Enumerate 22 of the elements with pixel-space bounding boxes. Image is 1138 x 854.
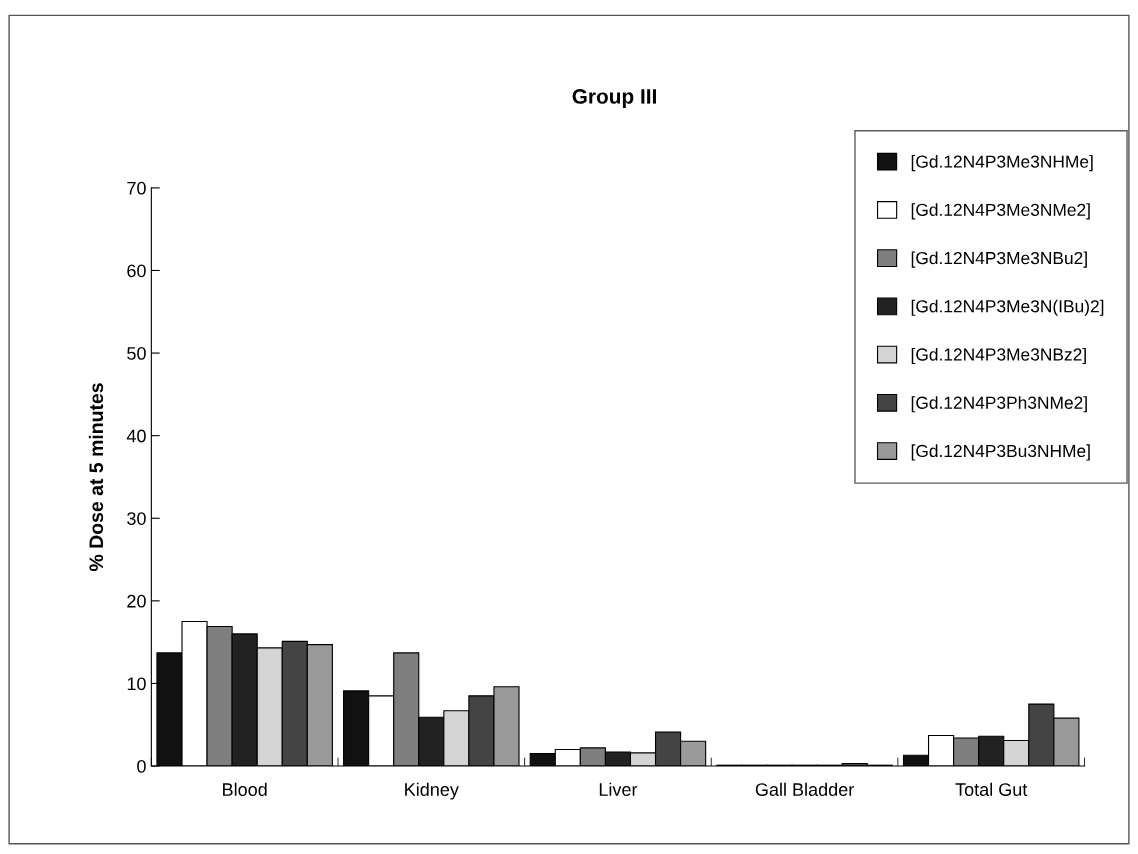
x-tick-label: Kidney xyxy=(405,782,459,800)
y-tick-label: 10 xyxy=(127,677,146,691)
y-tick-label: 0 xyxy=(137,759,146,773)
legend-label: [Gd.12N4P3Bu3NHMe] xyxy=(911,444,1090,461)
y-tick-label: 60 xyxy=(127,264,146,278)
x-tick-label: Blood xyxy=(223,782,267,796)
y-tick-label: 50 xyxy=(127,347,146,360)
y-axis-title: % Dose at 5 minutes xyxy=(88,383,104,572)
legend-label: [Gd.12N4P3Ph3NMe2] xyxy=(911,396,1087,413)
legend-label: [Gd.12N4P3Me3N(IBu)2] xyxy=(911,299,1104,316)
x-tick-label: Gall Bladder xyxy=(755,782,854,796)
legend-label: [Gd.12N4P3Me3NHMe] xyxy=(911,155,1093,172)
y-tick-label: 30 xyxy=(127,512,146,525)
legend-label: [Gd.12N4P3Me3NBu2] xyxy=(911,251,1087,268)
legend-label: [Gd.12N4P3Me3NBz2] xyxy=(911,347,1086,365)
y-tick-label: 40 xyxy=(126,429,146,443)
y-tick-label: 20 xyxy=(127,594,146,608)
chart-title: Group III xyxy=(572,89,656,108)
x-tick-label: Total Gut xyxy=(955,782,1028,796)
y-tick-label: 70 xyxy=(127,181,146,195)
legend-label: [Gd.12N4P3Me3NMe2] xyxy=(911,203,1090,220)
x-tick-label: Liver xyxy=(599,782,638,796)
